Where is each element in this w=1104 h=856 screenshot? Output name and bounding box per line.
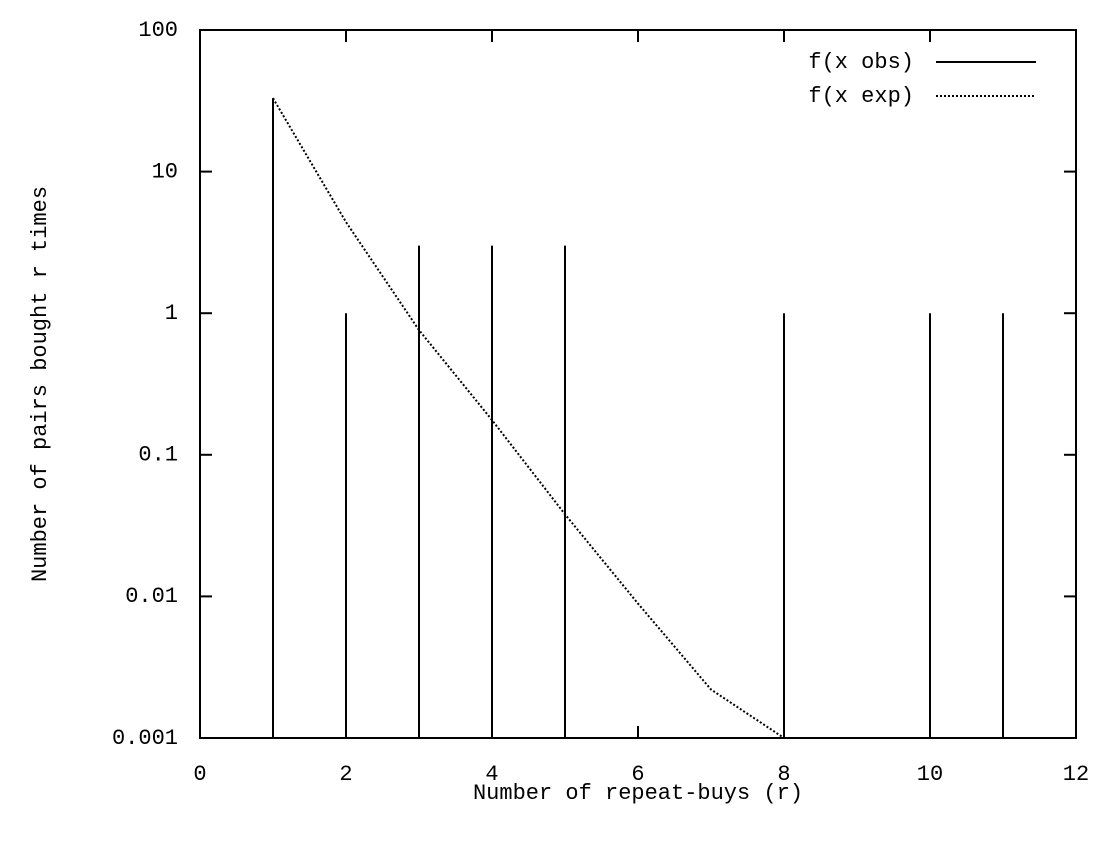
y-tick-label: 0.001 bbox=[112, 726, 178, 751]
x-tick-label: 8 bbox=[777, 762, 790, 787]
x-tick-label: 12 bbox=[1063, 762, 1089, 787]
y-tick-label: 10 bbox=[152, 159, 178, 184]
expected-line bbox=[272, 97, 785, 739]
legend-label: f(x exp) bbox=[808, 84, 914, 109]
plot-frame bbox=[199, 29, 1077, 739]
x-tick-label: 4 bbox=[485, 762, 498, 787]
y-tick-label: 0.1 bbox=[138, 443, 178, 468]
y-tick-label: 0.01 bbox=[125, 584, 178, 609]
x-tick-label: 10 bbox=[917, 762, 943, 787]
x-tick-label: 0 bbox=[193, 762, 206, 787]
x-axis-label: Number of repeat-buys (r) bbox=[473, 781, 803, 806]
x-tick-label: 6 bbox=[631, 762, 644, 787]
y-tick-label: 1 bbox=[165, 301, 178, 326]
y-tick-label: 100 bbox=[138, 18, 178, 43]
legend-label: f(x obs) bbox=[808, 50, 914, 75]
y-axis-label: Number of pairs bought r times bbox=[28, 186, 53, 582]
x-tick-label: 2 bbox=[339, 762, 352, 787]
